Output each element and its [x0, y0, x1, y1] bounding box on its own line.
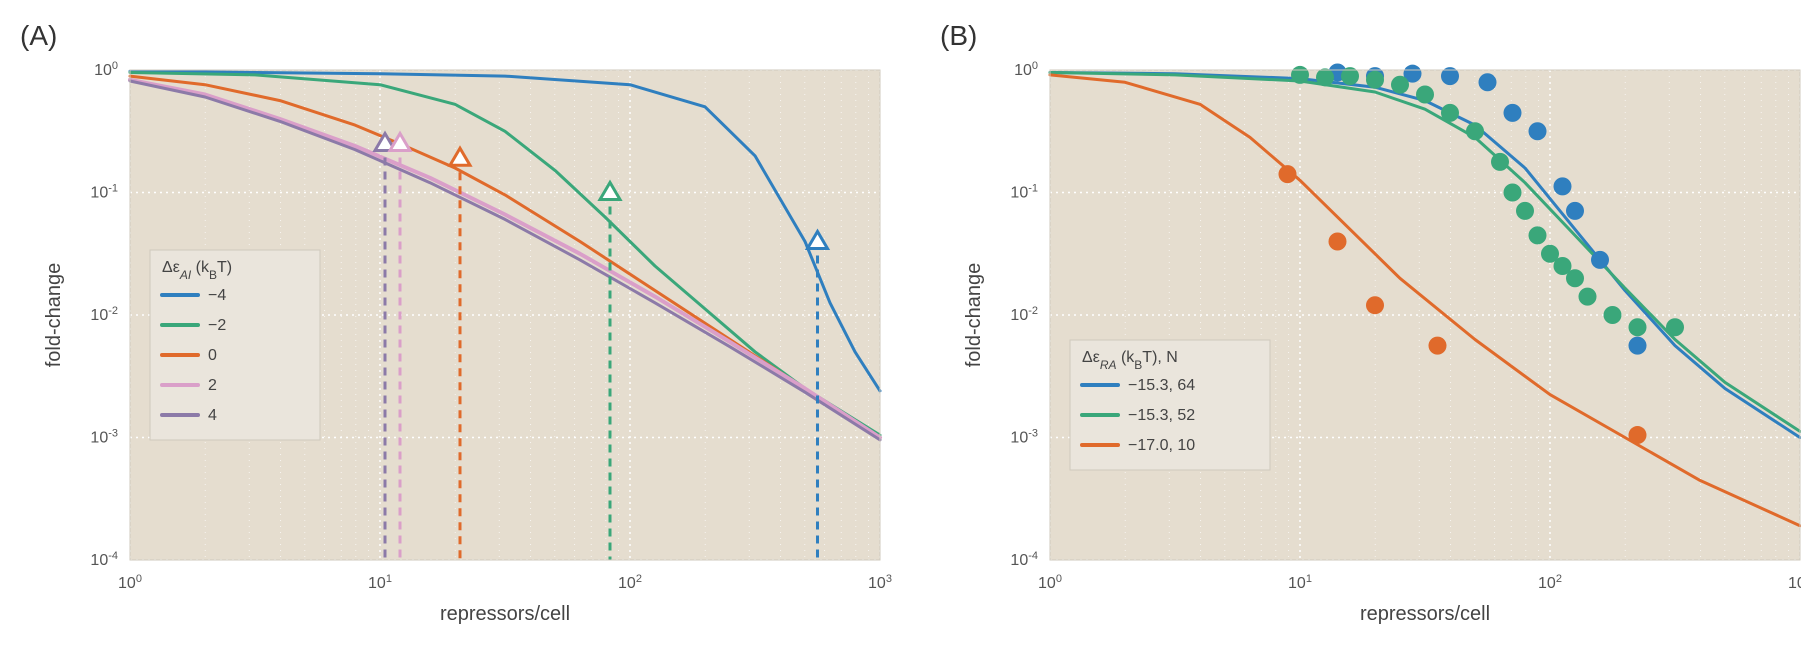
scatter-dot: [1579, 288, 1597, 306]
legend-label: −4: [208, 287, 226, 304]
ytick-label: 100: [1014, 60, 1038, 79]
scatter-dot: [1366, 71, 1384, 89]
panel-a-label: (A): [20, 20, 57, 52]
ytick-label: 10-4: [1010, 550, 1038, 569]
xtick-label: 103: [1788, 573, 1801, 592]
xtick-label: 100: [118, 573, 142, 592]
scatter-dot: [1504, 104, 1522, 122]
xlabel: repressors/cell: [440, 603, 570, 625]
scatter-dot: [1391, 76, 1409, 94]
scatter-dot: [1666, 318, 1684, 336]
ytick-label: 10-2: [90, 305, 118, 324]
ytick-label: 10-3: [90, 428, 118, 447]
legend-label: 2: [208, 377, 217, 394]
scatter-dot: [1504, 184, 1522, 202]
scatter-dot: [1566, 269, 1584, 287]
panel-a-svg: 100 101 102 103 10-4 10-3 10-2 10-1 100 repressor…: [20, 20, 900, 640]
legend-label: −15.3, 64: [1128, 377, 1195, 394]
legend-label: −15.3, 52: [1128, 407, 1195, 424]
xlabel: repressors/cell: [1360, 603, 1490, 625]
xtick-label: 100: [1038, 573, 1062, 592]
legend-label: 4: [208, 407, 217, 424]
scatter-dot: [1316, 68, 1334, 86]
xtick-label: 101: [1288, 573, 1312, 592]
legend-label: −17.0, 10: [1128, 437, 1195, 454]
legend-box: [150, 250, 320, 440]
scatter-dot: [1416, 86, 1434, 104]
ytick-label: 10-2: [1010, 305, 1038, 324]
ylabel: fold-change: [43, 263, 65, 368]
xtick-label: 103: [868, 573, 892, 592]
scatter-dot: [1529, 122, 1547, 140]
scatter-dot: [1429, 337, 1447, 355]
xtick-label: 102: [1538, 573, 1562, 592]
scatter-dot: [1529, 226, 1547, 244]
panel-b-label: (B): [940, 20, 977, 52]
scatter-dot: [1591, 251, 1609, 269]
panel-b: (B) 100 101 102 103 10-4 10-3 10-2 10-1 100 repre…: [940, 20, 1801, 640]
scatter-dot: [1516, 202, 1534, 220]
scatter-dot: [1291, 66, 1309, 84]
scatter-dot: [1329, 233, 1347, 251]
scatter-dot: [1604, 306, 1622, 324]
legend-label: −2: [208, 317, 226, 334]
xtick-label: 101: [368, 573, 392, 592]
ylabel: fold-change: [963, 263, 985, 368]
ytick-label: 10-1: [90, 183, 118, 202]
ytick-label: 10-4: [90, 550, 118, 569]
scatter-dot: [1466, 122, 1484, 140]
scatter-dot: [1491, 153, 1509, 171]
scatter-dot: [1479, 73, 1497, 91]
scatter-dot: [1279, 165, 1297, 183]
scatter-dot: [1554, 177, 1572, 195]
ytick-label: 10-3: [1010, 428, 1038, 447]
xtick-label: 102: [618, 573, 642, 592]
panel-a: (A) 100 101 102 103 10-4 10-3 10-2 10-1 100 repre…: [20, 20, 900, 640]
ytick-label: 10-1: [1010, 183, 1038, 202]
ytick-label: 100: [94, 60, 118, 79]
panel-b-svg: 100 101 102 103 10-4 10-3 10-2 10-1 100 repressor…: [940, 20, 1801, 640]
scatter-dot: [1629, 318, 1647, 336]
figure-row: (A) 100 101 102 103 10-4 10-3 10-2 10-1 100 repre…: [20, 20, 1781, 640]
scatter-dot: [1566, 202, 1584, 220]
scatter-dot: [1441, 104, 1459, 122]
scatter-dot: [1629, 337, 1647, 355]
scatter-dot: [1629, 426, 1647, 444]
scatter-dot: [1366, 296, 1384, 314]
legend-label: 0: [208, 347, 217, 364]
